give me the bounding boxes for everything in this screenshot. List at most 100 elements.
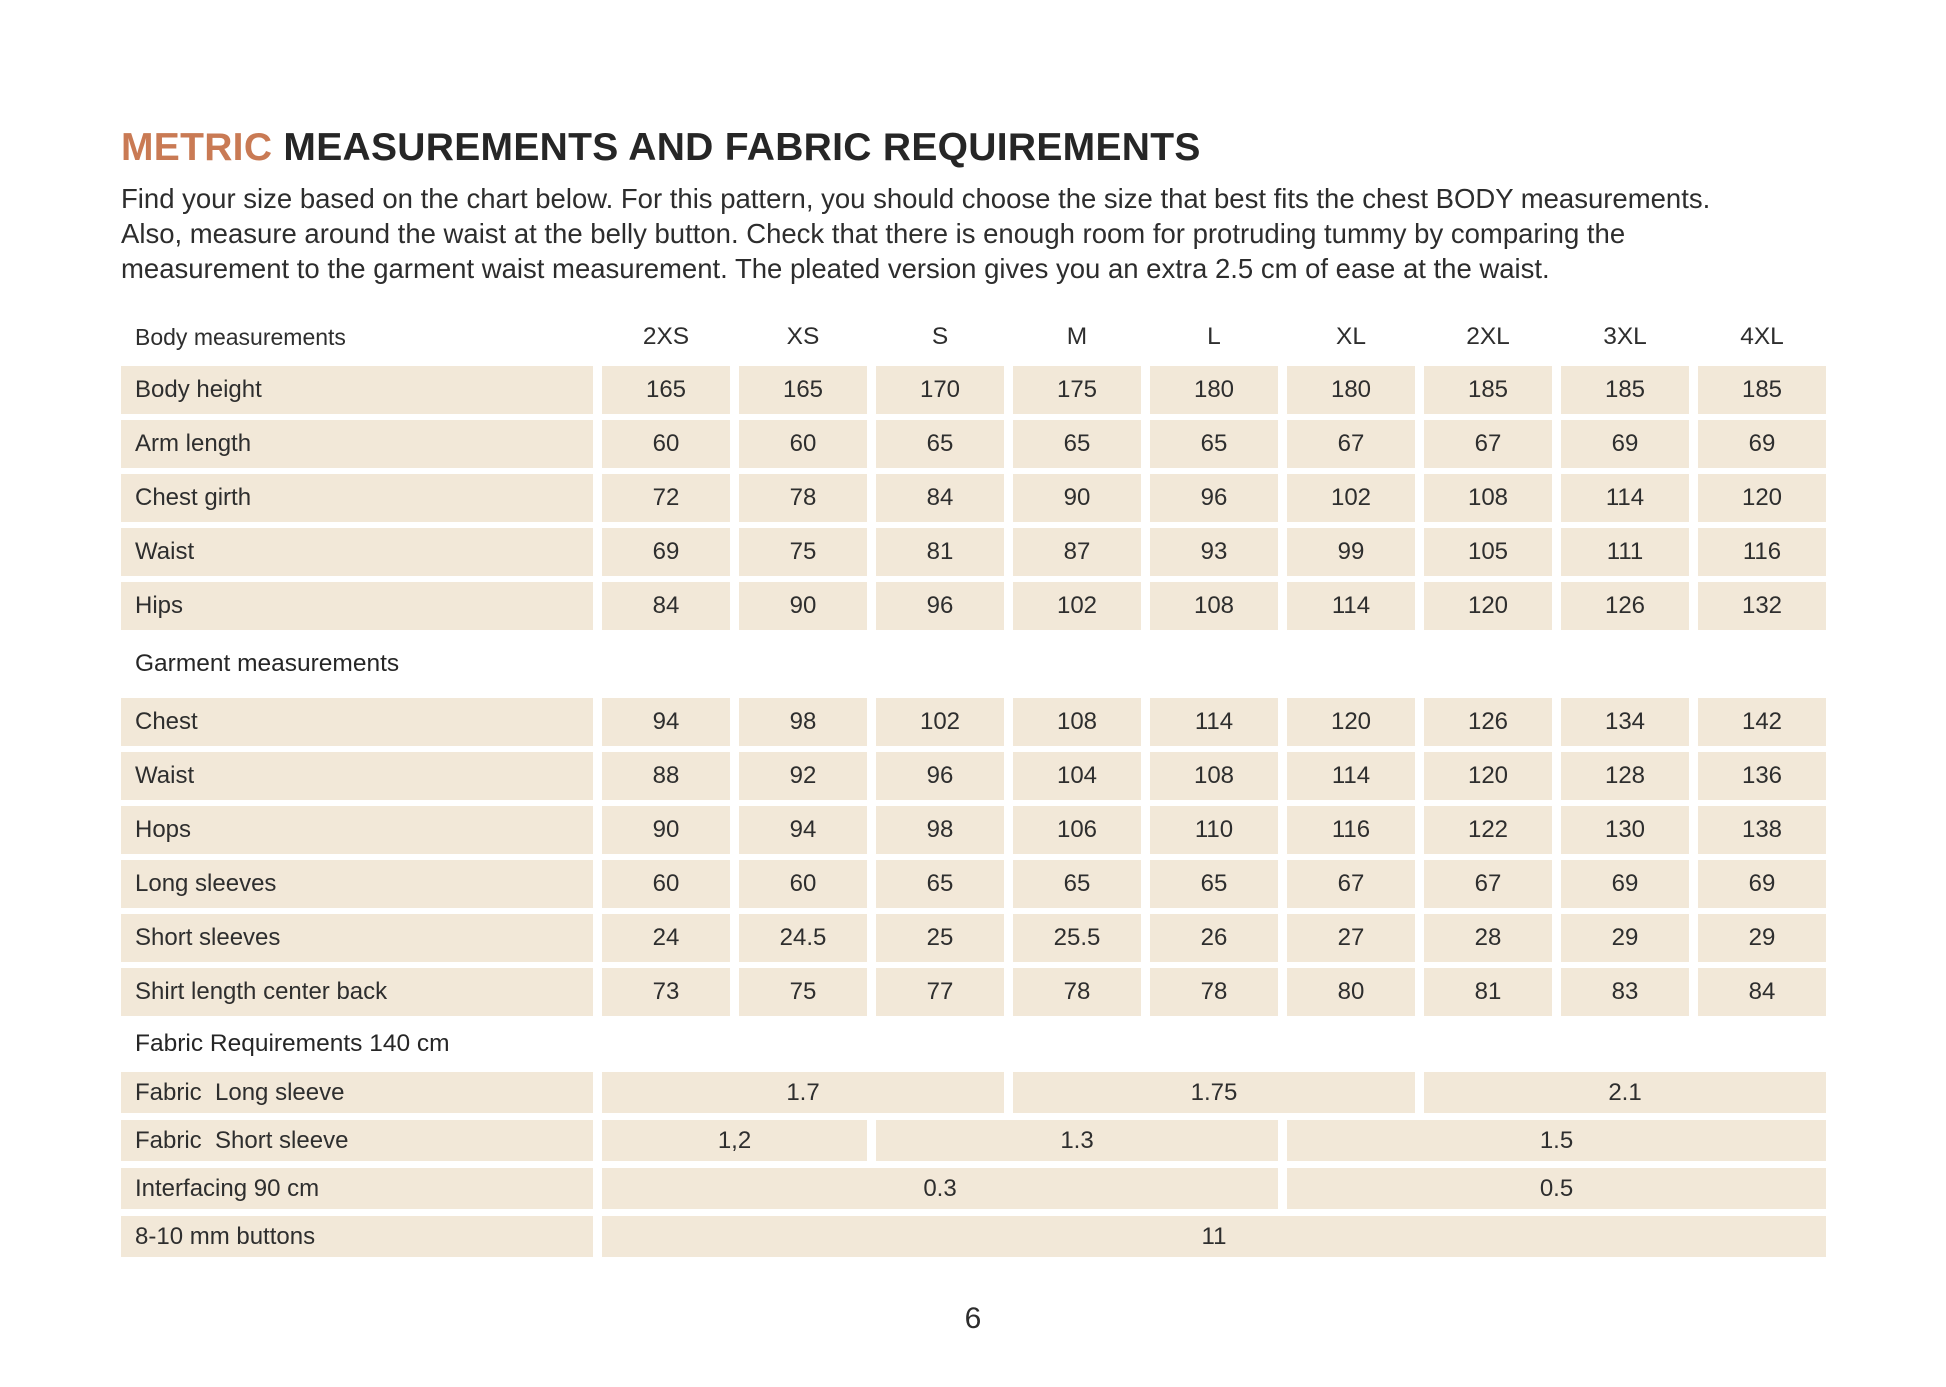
table-cell: 1.5 [1287, 1120, 1826, 1161]
table-cell: 108 [1013, 698, 1141, 746]
column-header-size: XS [786, 323, 820, 350]
table-cell: 116 [1287, 806, 1415, 854]
table-cell: 108 [1150, 582, 1278, 630]
table-cell: 99 [1287, 528, 1415, 576]
page-content: METRIC MEASUREMENTS AND FABRIC REQUIREME… [121, 126, 1826, 1264]
table-cell: 98 [876, 806, 1004, 854]
table-row: Chest girth 72 78 84 90 96 102 108 114 120 [121, 474, 1826, 522]
table-cell: 67 [1424, 420, 1552, 468]
table-cell: 170 [876, 366, 1004, 414]
table-cell: 114 [1561, 474, 1689, 522]
table-cell: 65 [876, 860, 1004, 908]
table-cell: 67 [1287, 860, 1415, 908]
table-cell: 69 [1698, 420, 1826, 468]
table-cell: 75 [739, 528, 867, 576]
table-cell: 67 [1287, 420, 1415, 468]
table-cell: 90 [602, 806, 730, 854]
table-cell: 60 [739, 860, 867, 908]
table-cell: 108 [1424, 474, 1552, 522]
table-cell: 1.7 [602, 1072, 1004, 1113]
table-cell: 185 [1698, 366, 1826, 414]
table-cell: 110 [1150, 806, 1278, 854]
table-cell: 111 [1561, 528, 1689, 576]
table-cell: 128 [1561, 752, 1689, 800]
table-cell: 84 [1698, 968, 1826, 1016]
table-cell: 67 [1424, 860, 1552, 908]
table-cell: 75 [739, 968, 867, 1016]
intro-paragraph: Find your size based on the chart below.… [121, 181, 1826, 286]
table-cell: 165 [739, 366, 867, 414]
table-cell: 126 [1561, 582, 1689, 630]
section-title: Fabric Requirements 140 cm [135, 1030, 450, 1057]
page-title-rest: MEASUREMENTS AND FABRIC REQUIREMENTS [272, 126, 1201, 169]
table-cell: 105 [1424, 528, 1552, 576]
intro-line: measurement to the garment waist measure… [121, 253, 1550, 284]
row-label: Interfacing 90 cm [121, 1168, 593, 1209]
table-cell: 69 [1698, 860, 1826, 908]
row-label: Body height [121, 366, 593, 414]
table-row: Hops 90 94 98 106 110 116 122 130 138 [121, 806, 1826, 854]
row-label: Arm length [121, 420, 593, 468]
table-row: Fabric Long sleeve 1.7 1.75 2.1 [121, 1072, 1826, 1113]
table-cell: 98 [739, 698, 867, 746]
table-cell: 0.3 [602, 1168, 1278, 1209]
table-cell: 78 [739, 474, 867, 522]
table-row: Arm length 60 60 65 65 65 67 67 69 69 [121, 420, 1826, 468]
table-cell: 84 [602, 582, 730, 630]
table-cell: 26 [1150, 914, 1278, 962]
page-number: 6 [964, 1302, 982, 1335]
row-label: Fabric Short sleeve [121, 1120, 593, 1161]
table-cell: 106 [1013, 806, 1141, 854]
table-cell: 72 [602, 474, 730, 522]
table-cell: 94 [602, 698, 730, 746]
table-cell: 24.5 [739, 914, 867, 962]
table-cell: 122 [1424, 806, 1552, 854]
row-label: 8-10 mm buttons [121, 1216, 593, 1257]
table-cell: 69 [602, 528, 730, 576]
table-cell: 1.75 [1013, 1072, 1415, 1113]
table-cell: 65 [1013, 860, 1141, 908]
table-cell: 90 [739, 582, 867, 630]
table-cell: 65 [1150, 860, 1278, 908]
table-cell: 175 [1013, 366, 1141, 414]
table-cell: 83 [1561, 968, 1689, 1016]
table-cell: 69 [1561, 420, 1689, 468]
table-cell: 69 [1561, 860, 1689, 908]
table-cell: 94 [739, 806, 867, 854]
column-header-body-measurements: Body measurements [135, 323, 346, 350]
table-cell: 114 [1287, 752, 1415, 800]
table-cell: 92 [739, 752, 867, 800]
table-cell: 60 [602, 860, 730, 908]
table-cell: 142 [1698, 698, 1826, 746]
table-cell: 81 [876, 528, 1004, 576]
row-label: Chest girth [121, 474, 593, 522]
table-cell: 65 [1013, 420, 1141, 468]
column-header-size: 2XL [1466, 323, 1510, 350]
table-row: Waist 69 75 81 87 93 99 105 111 116 [121, 528, 1826, 576]
table-row: 8-10 mm buttons 11 [121, 1216, 1826, 1257]
table-cell: 29 [1698, 914, 1826, 962]
table-cell: 93 [1150, 528, 1278, 576]
table-cell: 2.1 [1424, 1072, 1826, 1113]
table-cell: 27 [1287, 914, 1415, 962]
table-row: Hips 84 90 96 102 108 114 120 126 132 [121, 582, 1826, 630]
row-label: Waist [121, 752, 593, 800]
table-cell: 114 [1287, 582, 1415, 630]
table-cell: 165 [602, 366, 730, 414]
table-cell: 78 [1150, 968, 1278, 1016]
table-cell: 180 [1287, 366, 1415, 414]
table-cell: 96 [876, 752, 1004, 800]
table-cell: 11 [602, 1216, 1826, 1257]
table-cell: 28 [1424, 914, 1552, 962]
table-cell: 65 [1150, 420, 1278, 468]
table-cell: 136 [1698, 752, 1826, 800]
table-cell: 132 [1698, 582, 1826, 630]
table-cell: 120 [1424, 582, 1552, 630]
table-cell: 1,2 [602, 1120, 867, 1161]
table-cell: 108 [1150, 752, 1278, 800]
table-row: Short sleeves 24 24.5 25 25.5 26 27 28 29 29 [121, 914, 1826, 962]
table-cell: 120 [1424, 752, 1552, 800]
table-cell: 77 [876, 968, 1004, 1016]
page-title-accent: METRIC [121, 126, 273, 169]
row-label: Long sleeves [121, 860, 593, 908]
